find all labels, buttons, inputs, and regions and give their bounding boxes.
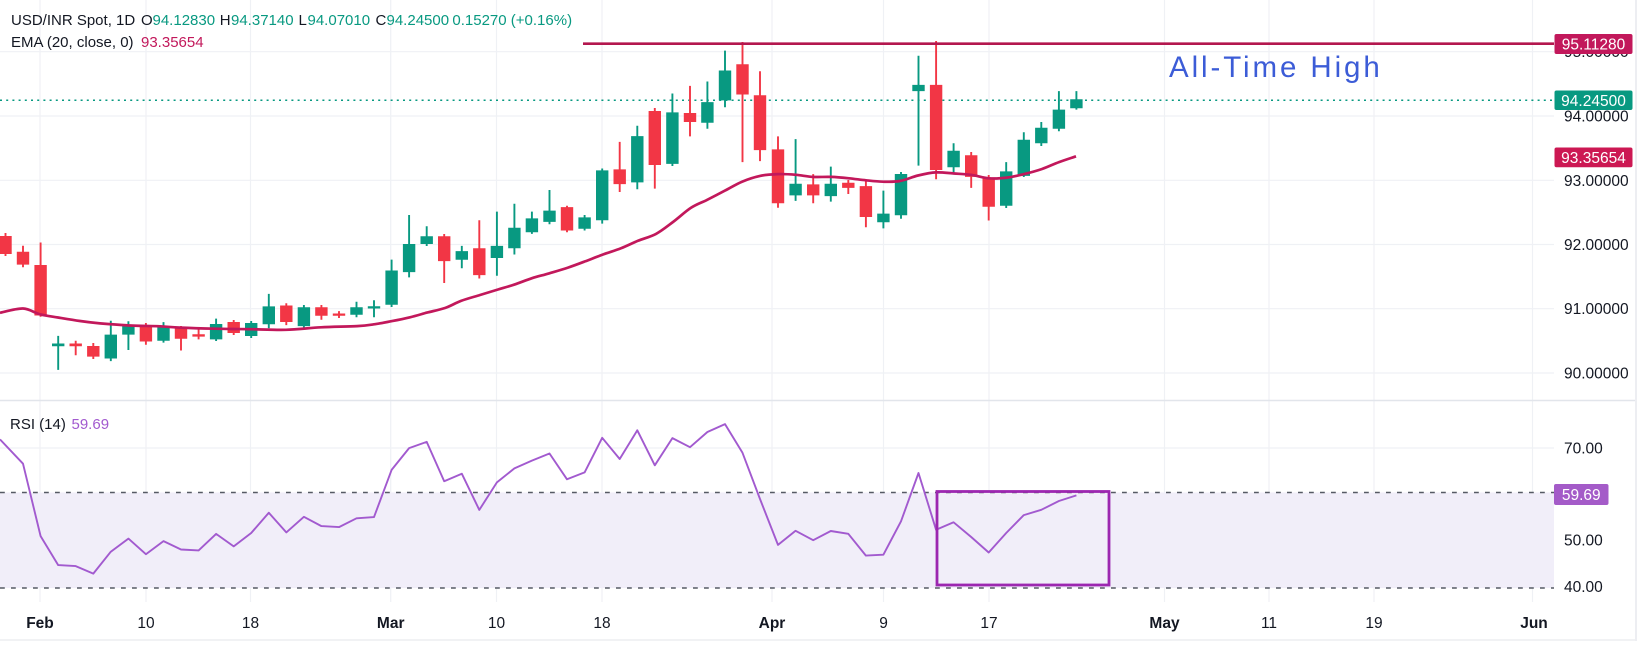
svg-text:93.35654: 93.35654 [1561, 150, 1626, 167]
svg-text:11: 11 [1261, 615, 1277, 632]
svg-text:0.15270 (+0.16%): 0.15270 (+0.16%) [452, 12, 572, 29]
svg-text:17: 17 [980, 615, 997, 632]
svg-text:18: 18 [593, 615, 610, 632]
svg-text:May: May [1149, 615, 1180, 632]
svg-text:9: 9 [879, 615, 888, 632]
svg-text:95.11280: 95.11280 [1562, 37, 1626, 54]
svg-text:70.00: 70.00 [1564, 441, 1603, 458]
svg-text:93.00000: 93.00000 [1564, 173, 1629, 190]
svg-text:O: O [141, 12, 153, 29]
svg-text:94.07010: 94.07010 [308, 12, 371, 29]
svg-text:92.00000: 92.00000 [1564, 237, 1629, 254]
svg-text:50.00: 50.00 [1564, 533, 1603, 550]
svg-text:59.69: 59.69 [72, 416, 110, 433]
svg-text:18: 18 [242, 615, 259, 632]
svg-text:10: 10 [137, 615, 155, 632]
svg-text:Feb: Feb [26, 615, 54, 632]
svg-text:USD/INR Spot, 1D: USD/INR Spot, 1D [11, 12, 135, 29]
svg-text:19: 19 [1365, 615, 1382, 632]
svg-text:94.24500: 94.24500 [1561, 93, 1626, 110]
svg-text:40.00: 40.00 [1564, 579, 1603, 596]
svg-text:RSI (14): RSI (14) [10, 416, 66, 433]
svg-text:94.24500: 94.24500 [387, 12, 450, 29]
svg-text:94.00000: 94.00000 [1564, 109, 1629, 126]
svg-text:L: L [299, 12, 307, 29]
svg-text:90.00000: 90.00000 [1564, 366, 1629, 383]
svg-text:91.00000: 91.00000 [1564, 301, 1629, 318]
svg-text:94.12830: 94.12830 [153, 12, 216, 29]
svg-text:59.69: 59.69 [1562, 487, 1601, 504]
svg-text:All-Time High: All-Time High [1169, 51, 1383, 84]
svg-text:10: 10 [488, 615, 506, 632]
svg-text:Mar: Mar [377, 615, 405, 632]
svg-text:94.37140: 94.37140 [231, 12, 294, 29]
svg-text:93.35654: 93.35654 [141, 34, 204, 51]
svg-text:C: C [376, 12, 387, 29]
svg-text:EMA (20, close, 0): EMA (20, close, 0) [11, 34, 134, 51]
svg-text:Apr: Apr [759, 615, 786, 632]
svg-text:H: H [220, 12, 231, 29]
svg-text:Jun: Jun [1520, 615, 1548, 632]
